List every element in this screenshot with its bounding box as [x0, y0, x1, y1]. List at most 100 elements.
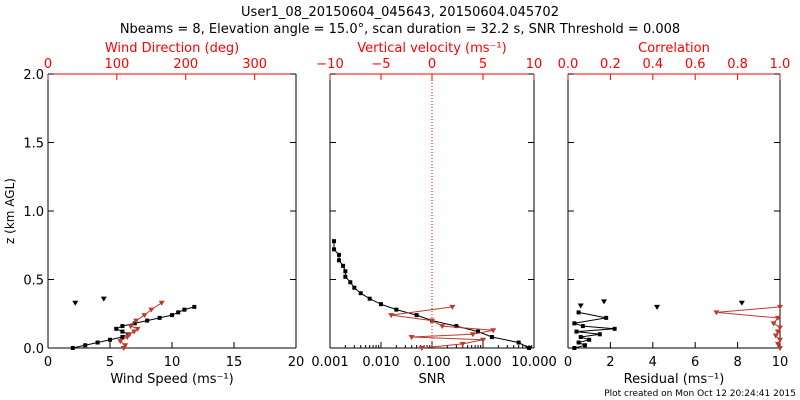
x-tick-label: 2 — [606, 355, 614, 370]
y-tick-label: 1.5 — [23, 137, 44, 152]
x-axis-title: Residual (ms⁻¹) — [624, 372, 725, 387]
panel-right: 0 2 4 6 8 10 Residual (ms⁻¹) 0.0 0.2 0.4 0.6 0.8 1.0… — [558, 41, 791, 387]
data-point — [572, 346, 577, 350]
data-point — [770, 321, 777, 327]
x-tick-label: 10 — [772, 355, 789, 370]
data-point — [713, 310, 720, 316]
top-axis-title: Vertical velocity (ms⁻¹) — [357, 41, 506, 56]
data-point — [176, 310, 181, 315]
data-point — [777, 337, 783, 343]
top-tick-label: 0.4 — [642, 57, 663, 72]
data-point — [157, 315, 162, 320]
data-point — [459, 341, 466, 347]
data-point — [654, 304, 661, 310]
data-point — [343, 269, 348, 274]
top-tick-label: 0.0 — [558, 57, 579, 72]
data-point — [108, 337, 112, 342]
x-tick-label: 5 — [106, 355, 114, 370]
data-point — [83, 343, 88, 348]
top-tick-label: 10 — [526, 57, 543, 72]
data-point — [454, 324, 459, 329]
data-point — [126, 332, 133, 338]
x-tick-label: 4 — [649, 355, 657, 370]
panel-left: 0 5 10 15 20 Wind Speed (ms⁻¹) 0 100 200 300Wind … — [3, 41, 304, 387]
data-point — [469, 332, 476, 338]
data-point — [572, 321, 577, 326]
data-point — [70, 346, 75, 350]
top-tick-label: −5 — [371, 57, 390, 72]
data-point — [738, 300, 745, 306]
x-tick-label: 1.000 — [464, 355, 501, 370]
data-point — [336, 252, 341, 257]
y-tick-label: 0.0 — [23, 342, 44, 357]
top-tick-label: 0.2 — [600, 57, 621, 72]
panel-middle: 0.001 0.010 0.100 1.000 10.000 SNR −10 −5 0 5 10 Ve… — [311, 41, 556, 387]
data-point — [148, 307, 155, 313]
data-point — [352, 285, 357, 290]
data-point — [120, 335, 125, 340]
series-line — [716, 306, 781, 349]
data-point — [379, 302, 383, 307]
data-point — [577, 303, 584, 309]
data-point — [587, 337, 592, 342]
data-point — [358, 291, 363, 296]
figure-title-line2: Nbeams = 8, Elevation angle = 15.0°, sca… — [120, 22, 680, 37]
x-axis-title: Wind Speed (ms⁻¹) — [110, 372, 233, 387]
data-point — [367, 296, 372, 301]
data-point — [774, 341, 781, 347]
data-point — [100, 296, 107, 302]
data-point — [132, 321, 137, 326]
figure-title-line1: User1_08_20150604_045643, 20150604.04570… — [241, 5, 559, 20]
data-point — [72, 300, 79, 306]
data-point — [580, 324, 585, 329]
top-tick-label: 0.8 — [727, 57, 748, 72]
x-tick-label: 6 — [691, 355, 699, 370]
x-tick-label: 0.010 — [362, 355, 399, 370]
data-point — [576, 310, 581, 315]
x-tick-label: 20 — [288, 355, 305, 370]
data-point — [127, 324, 134, 330]
series-line — [72, 306, 195, 349]
data-point — [578, 335, 583, 340]
data-point — [604, 315, 609, 320]
series-line — [391, 306, 494, 349]
data-point — [388, 313, 395, 319]
data-point — [145, 318, 150, 323]
data-point — [343, 274, 348, 279]
data-point — [574, 329, 579, 334]
top-tick-label: 1.0 — [770, 57, 791, 72]
data-point — [414, 313, 419, 318]
data-point — [774, 315, 781, 321]
data-point — [449, 304, 456, 310]
data-point — [332, 239, 337, 244]
y-tick-label: 0.5 — [23, 274, 44, 289]
data-point — [114, 326, 119, 331]
data-point — [516, 340, 521, 345]
y-axis-title: z (km AGL) — [3, 178, 17, 244]
data-point — [777, 346, 783, 351]
data-point — [348, 280, 353, 285]
top-tick-label: 200 — [173, 57, 198, 72]
data-point — [336, 258, 341, 263]
data-point — [601, 299, 608, 305]
data-point — [134, 326, 141, 332]
data-point — [120, 324, 125, 329]
data-point — [95, 340, 100, 345]
x-axis-title: SNR — [418, 372, 445, 387]
y-tick-label: 2.0 — [23, 68, 44, 83]
data-point — [777, 304, 783, 310]
data-point — [131, 329, 138, 335]
top-axis-title: Wind Direction (deg) — [105, 41, 239, 56]
top-tick-label: −10 — [316, 57, 343, 72]
data-point — [576, 340, 581, 345]
data-point — [490, 328, 497, 334]
top-tick-label: 0 — [428, 57, 436, 72]
top-tick-label: 100 — [104, 57, 129, 72]
top-tick-label: 5 — [479, 57, 487, 72]
data-point — [777, 325, 783, 331]
data-point — [120, 329, 125, 334]
data-point — [489, 335, 494, 340]
data-point — [122, 343, 129, 349]
x-tick-label: 0.100 — [413, 355, 450, 370]
data-point — [429, 318, 435, 324]
